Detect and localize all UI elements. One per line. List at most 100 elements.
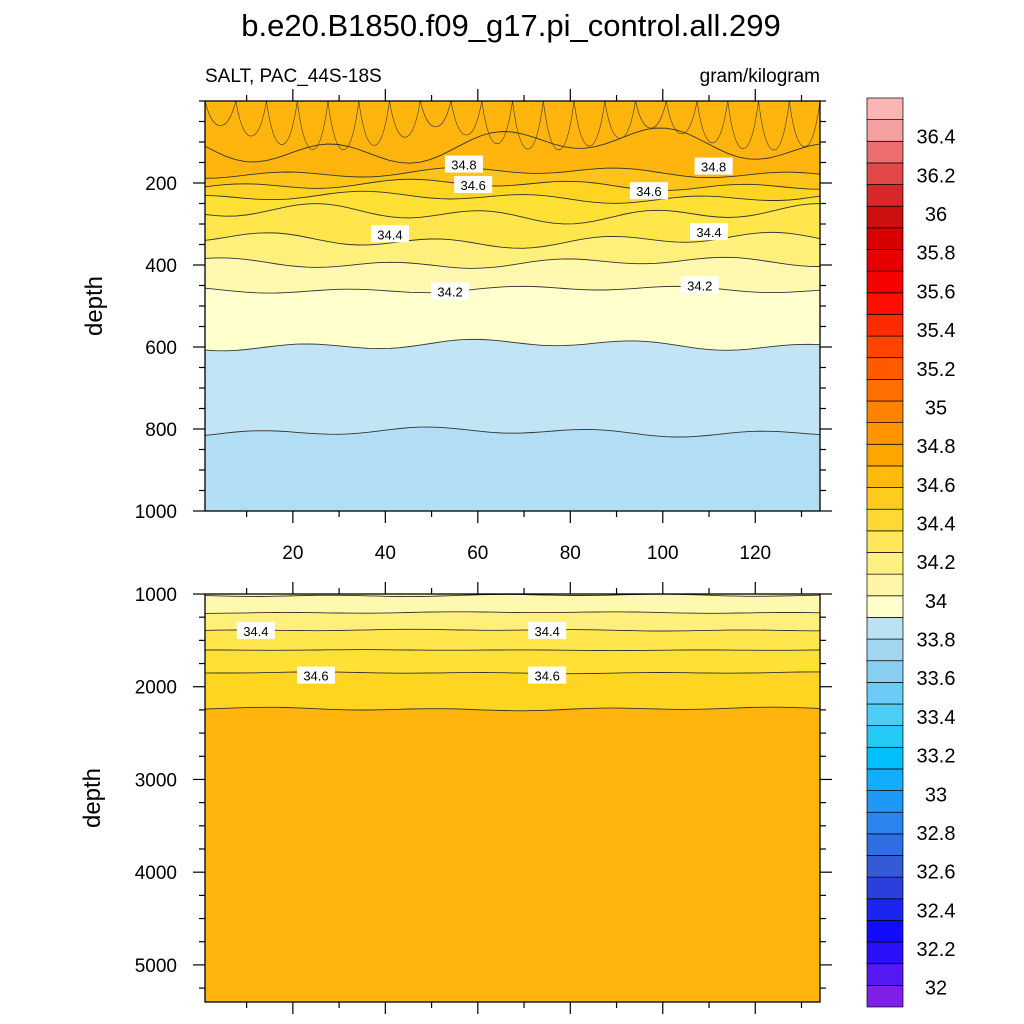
surface-cell-1	[235, 100, 267, 137]
colorbar-swatch-18	[866, 595, 904, 618]
y-tick-label: 1000	[135, 585, 177, 606]
y-tick-label: 3000	[135, 770, 177, 791]
contour-band-1-2	[205, 611, 820, 631]
colorbar-swatch-22	[866, 508, 904, 532]
colorbar-label: 35.6	[917, 281, 956, 303]
colorbar-label: 32.6	[917, 862, 956, 884]
x-tick-label: 100	[647, 543, 679, 564]
colorbar-label: 35.4	[917, 320, 956, 342]
contour-band-1-6	[205, 707, 820, 1002]
colorbar-swatch-28	[866, 379, 904, 402]
contour-label-bg	[236, 622, 275, 640]
x-tick-label: 120	[739, 543, 771, 564]
colorbar-swatch-5	[866, 876, 904, 900]
colorbar-label: 35.2	[917, 359, 956, 381]
upper-panel: 20 40 60 80 100 120 200 400 600 800 1000 34.8 34.8 34…	[135, 89, 832, 564]
contour-band-1-5	[205, 671, 820, 711]
colorbar-swatch-1	[866, 963, 904, 986]
colorbar-label: 33	[925, 784, 947, 806]
chart-title: b.e20.B1850.f09_g17.pi_control.all.299	[241, 8, 781, 43]
surface-cell-12	[573, 100, 606, 147]
contour-label-text: 34.6	[303, 669, 328, 684]
colorbar-swatch-23	[866, 487, 904, 510]
contour-label-text: 34.4	[243, 624, 268, 639]
colorbar-label: 33.2	[917, 746, 956, 768]
colorbar-swatch-4	[866, 898, 904, 921]
lower-panel: 1000 2000 3000 4000 5000 34.4 34.4 34.6 34.6	[135, 582, 832, 1014]
y-tick-label: 1000	[135, 502, 177, 523]
colorbar-swatch-15	[866, 660, 904, 683]
colorbar-swatch-34	[866, 249, 904, 272]
contour-label: 34.6	[528, 666, 567, 684]
colorbar-swatch-39	[866, 140, 904, 164]
colorbar-swatch-6	[866, 855, 904, 878]
y-axis-label-lower: depth	[79, 768, 106, 828]
colorbar-swatch-14	[866, 682, 904, 705]
colorbar-swatch-32	[866, 292, 904, 315]
y-tick-label: 4000	[135, 863, 177, 884]
contour-label-text: 34.6	[461, 178, 486, 193]
colorbar-swatch-24	[866, 465, 904, 488]
contour-label-text: 34.2	[687, 279, 712, 294]
contour-label-bg	[690, 223, 729, 241]
contour-band-0-7	[205, 257, 820, 294]
contour-band-1-4	[205, 649, 820, 674]
isohaline-0-9	[204, 426, 821, 438]
subtitle-right: gram/kilogram	[700, 66, 820, 87]
contour-band-0-0	[205, 101, 820, 164]
contour-label: 34.8	[444, 155, 483, 173]
contour-label: 34.4	[370, 225, 409, 243]
contour-label: 34.4	[236, 622, 275, 640]
surface-cell-18	[758, 100, 790, 151]
isohaline-0-0	[204, 127, 821, 164]
surface-cell-7	[419, 100, 452, 128]
y-axis-label-upper: depth	[81, 276, 108, 336]
isohaline-0-6	[204, 256, 821, 269]
y-tick-label: 600	[145, 338, 177, 359]
contour-label-text: 34.4	[377, 227, 402, 242]
contour-label: 34.4	[528, 622, 567, 640]
contour-label: 34.2	[431, 282, 470, 300]
colorbar-swatch-9	[866, 790, 904, 813]
colorbar-swatch-17	[866, 617, 904, 640]
surface-cell-19	[788, 100, 821, 148]
plot-frame-1	[204, 593, 821, 1003]
x-tick-label: 60	[467, 543, 488, 564]
contour-band-1-0	[205, 594, 820, 597]
isohaline-0-4	[204, 203, 821, 225]
colorbar-swatch-12	[866, 725, 904, 748]
colorbar-label: 32	[925, 978, 947, 1000]
colorbar: 36.4 36.2 36 35.8 35.6 35.4 35.2 35 34.8 34.6 34.4…	[866, 97, 956, 1008]
colorbar-swatch-19	[866, 573, 904, 597]
colorbar-swatch-20	[866, 552, 904, 575]
contour-band-1-1	[205, 594, 820, 614]
contour-band-0-1	[205, 128, 820, 179]
contour-band-0-10	[205, 427, 820, 511]
contour-label-text: 34.4	[535, 624, 560, 639]
colorbar-swatch-41	[866, 97, 904, 120]
colorbar-swatch-33	[866, 270, 904, 294]
colorbar-swatch-8	[866, 811, 904, 835]
colorbar-label: 35	[925, 397, 947, 419]
colorbar-swatch-13	[866, 703, 904, 726]
colorbar-swatch-26	[866, 422, 904, 445]
surface-cell-11	[542, 100, 575, 151]
colorbar-swatch-0	[866, 985, 904, 1008]
colorbar-swatch-31	[866, 314, 904, 337]
contour-label: 34.6	[296, 666, 335, 684]
isohaline-1-3	[205, 649, 821, 652]
surface-cell-6	[389, 100, 421, 138]
subtitle-left: SALT, PAC_44S-18S	[205, 66, 382, 87]
surface-cell-17	[727, 100, 759, 150]
colorbar-label: 34.6	[917, 475, 956, 497]
y-tick-label: 200	[145, 174, 177, 195]
y-tick-label: 2000	[135, 678, 177, 699]
colorbar-label: 34.8	[917, 436, 956, 458]
contour-label-bg	[454, 176, 493, 194]
surface-cell-10	[512, 100, 544, 150]
contour-band-0-9	[205, 339, 820, 437]
contour-label-text: 34.6	[636, 184, 661, 199]
colorbar-label: 36	[925, 204, 947, 226]
colorbar-label: 34.2	[917, 552, 956, 574]
